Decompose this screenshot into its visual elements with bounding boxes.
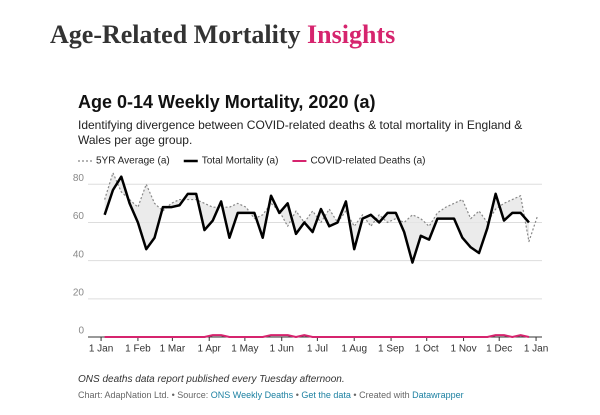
get-data-link[interactable]: Get the data: [301, 390, 351, 400]
legend-label: Total Mortality (a): [202, 156, 279, 167]
source-link[interactable]: ONS Weekly Deaths: [210, 390, 294, 400]
x-tick-label: 1 Nov: [450, 344, 476, 355]
x-tick-label: 1 Sep: [378, 344, 405, 355]
x-tick-label: 1 Aug: [341, 344, 367, 355]
y-tick-label: 60: [73, 211, 85, 222]
tool-link[interactable]: Datawrapper: [412, 390, 464, 400]
x-tick-label: 1 May: [231, 344, 258, 355]
x-tick-label: 1 Dec: [486, 344, 512, 355]
legend-label: COVID-related Deaths (a): [310, 156, 425, 167]
chart-title: Age 0-14 Weekly Mortality, 2020 (a): [78, 92, 376, 112]
chart: 5YR Average (a) Total Mortality (a) COVID-…: [73, 156, 548, 355]
x-tick-label: 1 Apr: [198, 344, 222, 355]
series-line: [104, 334, 530, 338]
page-header: Age-Related Mortality Insights: [50, 20, 395, 50]
y-tick-label: 0: [78, 326, 84, 337]
separator: •: [171, 390, 175, 400]
header-highlight: Insights: [307, 20, 396, 49]
separator: •: [353, 390, 357, 400]
chart-note: ONS deaths data report published every T…: [78, 374, 345, 385]
series-line: [103, 175, 530, 264]
source-label: Source:: [177, 390, 209, 400]
credit-author: Chart: AdapNation Ltd.: [78, 390, 170, 400]
chart-subtitle: Identifying divergence between COVID-rel…: [78, 118, 523, 147]
created-label: Created with: [359, 390, 410, 400]
legend-label: 5YR Average (a): [96, 156, 170, 167]
header-title: Age-Related Mortality: [50, 20, 301, 49]
y-tick-label: 40: [73, 249, 85, 260]
x-tick-label: 1 Jun: [269, 344, 293, 355]
y-tick-label: 80: [73, 173, 85, 184]
series-line: [104, 172, 538, 243]
x-tick-label: 1 Oct: [415, 344, 439, 355]
x-tick-label: 1 Jul: [307, 344, 328, 355]
credit-line: Chart: AdapNation Ltd. • Source: ONS Wee…: [78, 390, 464, 400]
x-tick-label: 1 Mar: [160, 344, 186, 355]
x-tick-label: 1 Jan: [524, 344, 548, 355]
separator: •: [295, 390, 299, 400]
y-tick-label: 20: [73, 287, 85, 298]
x-tick-label: 1 Jan: [89, 344, 113, 355]
x-tick-label: 1 Feb: [125, 344, 151, 355]
